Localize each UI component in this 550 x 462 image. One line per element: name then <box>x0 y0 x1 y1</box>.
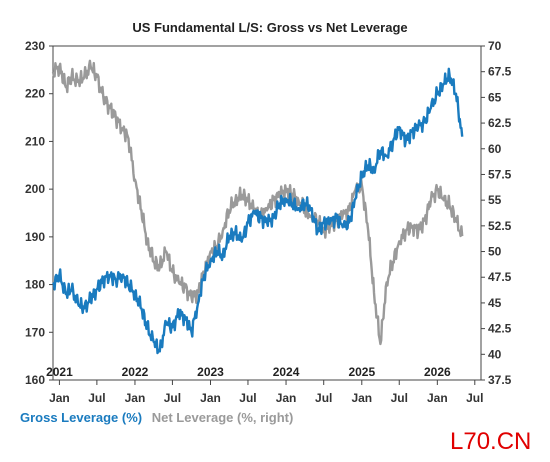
left-axis: 160 170 180 190 200 210 220 230 <box>25 39 53 387</box>
year-label-2024: 2024 <box>273 365 300 379</box>
x-tick-label-2: Jan <box>125 391 146 405</box>
left-tick-label-4: 200 <box>25 182 45 196</box>
right-tick-label-2: 42.5 <box>488 322 512 336</box>
right-axis: 37.5 40 42.5 45 47.5 50 52.5 55 57.5 60 62.5 65 67.5… <box>481 39 512 387</box>
watermark: L70.CN <box>450 428 532 455</box>
right-tick-label-3: 45 <box>488 296 502 310</box>
right-tick-label-12: 67.5 <box>488 65 512 79</box>
right-tick-label-4: 47.5 <box>488 270 512 284</box>
left-tick-label-0: 160 <box>25 373 45 387</box>
right-tick-label-0: 37.5 <box>488 373 512 387</box>
right-tick-label-5: 50 <box>488 245 502 259</box>
series-line-gross-leverage <box>52 67 464 355</box>
right-tick-label-8: 57.5 <box>488 167 512 181</box>
x-tick-label-10: Jan <box>427 391 448 405</box>
right-tick-label-6: 52.5 <box>488 219 512 233</box>
x-tick-label-8: Jan <box>351 391 372 405</box>
x-tick-label-11: Jul <box>466 391 483 405</box>
year-label-2023: 2023 <box>197 365 224 379</box>
x-axis: Jan Jul Jan Jul Jan Jul Jan Jul Jan Jul Jan Jul <box>49 380 483 405</box>
year-label-2025: 2025 <box>348 365 375 379</box>
x-tick-label-3: Jul <box>164 391 181 405</box>
legend-gross-leverage: Gross Leverage (%) <box>20 410 143 425</box>
x-tick-label-6: Jan <box>276 391 297 405</box>
legend: Gross Leverage (%) Net Leverage (%, righ… <box>20 410 299 425</box>
series-layer <box>51 59 464 355</box>
x-tick-label-1: Jul <box>88 391 105 405</box>
left-tick-label-7: 230 <box>25 39 45 53</box>
x-tick-label-9: Jul <box>391 391 408 405</box>
chart-title: US Fundamental L/S: Gross vs Net Leverag… <box>132 20 407 35</box>
left-tick-label-2: 180 <box>25 278 45 292</box>
series-line-net-leverage <box>51 59 464 346</box>
plot-frame <box>52 45 482 381</box>
left-tick-label-5: 210 <box>25 134 45 148</box>
left-tick-label-1: 170 <box>25 325 45 339</box>
x-tick-label-7: Jul <box>315 391 332 405</box>
x-tick-label-5: Jul <box>239 391 256 405</box>
year-labels: 2021 2022 2023 2024 2025 2026 <box>46 365 451 379</box>
year-label-2026: 2026 <box>424 365 451 379</box>
left-tick-label-6: 220 <box>25 87 45 101</box>
right-tick-label-7: 55 <box>488 193 502 207</box>
year-label-2021: 2021 <box>46 365 73 379</box>
year-label-2022: 2022 <box>122 365 149 379</box>
right-tick-label-11: 65 <box>488 90 502 104</box>
right-tick-label-1: 40 <box>488 347 502 361</box>
x-tick-label-4: Jan <box>200 391 221 405</box>
right-tick-label-9: 60 <box>488 142 502 156</box>
legend-net-leverage: Net Leverage (%, right) <box>151 410 294 425</box>
right-tick-label-13: 70 <box>488 39 502 53</box>
left-tick-label-3: 190 <box>25 230 45 244</box>
x-tick-label-0: Jan <box>49 391 70 405</box>
right-tick-label-10: 62.5 <box>488 116 512 130</box>
